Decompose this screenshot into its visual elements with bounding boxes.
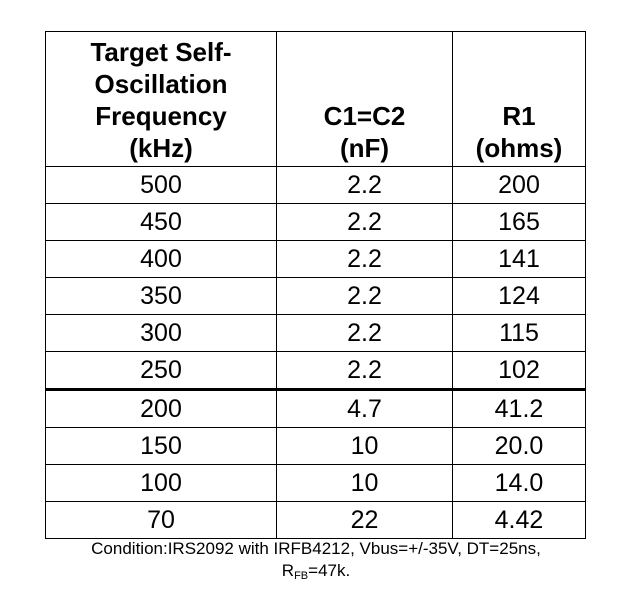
cell-capacitance: 2.2 [276,240,453,278]
cell-resistance: 141 [452,240,586,278]
table-row: 150 10 20.0 [45,427,586,465]
table-row: 500 2.2 200 [45,166,586,204]
table-row: 100 10 14.0 [45,464,586,502]
table-row: 200 4.7 41.2 [45,388,586,428]
cell-frequency: 150 [45,427,277,465]
cell-frequency: 70 [45,501,277,539]
header-line: Oscillation [94,69,228,99]
table-row: 300 2.2 115 [45,314,586,352]
table-row: 400 2.2 141 [45,240,586,278]
header-capacitance: C1=C2 (nF) [276,31,453,167]
table-row: 250 2.2 102 [45,351,586,390]
header-line: R1 [502,101,536,131]
cell-frequency: 300 [45,314,277,352]
table-caption: Condition:IRS2092 with IRFB4212, Vbus=+/… [0,538,632,587]
cell-frequency: 250 [45,351,277,390]
table-row: 70 22 4.42 [45,501,586,539]
header-resistance: R1 (ohms) [452,31,586,167]
cell-frequency: 500 [45,166,277,204]
rfb-subscript: FB [294,570,309,582]
cell-resistance: 102 [452,351,586,390]
cell-resistance: 124 [452,277,586,315]
cell-capacitance: 10 [276,427,453,465]
cell-resistance: 165 [452,203,586,241]
cell-frequency: 450 [45,203,277,241]
header-line: (ohms) [475,133,563,163]
cell-capacitance: 2.2 [276,314,453,352]
header-line: Target Self- [90,37,232,67]
cell-capacitance: 2.2 [276,277,453,315]
cell-resistance: 115 [452,314,586,352]
table-row: 450 2.2 165 [45,203,586,241]
caption-line-1: Condition:IRS2092 with IRFB4212, Vbus=+/… [91,539,541,558]
cell-resistance: 20.0 [452,427,586,465]
header-line: C1=C2 [323,101,406,131]
cell-capacitance: 10 [276,464,453,502]
cell-capacitance: 2.2 [276,166,453,204]
cell-capacitance: 4.7 [276,388,453,428]
cell-frequency: 200 [45,388,277,428]
header-frequency: Target Self- Oscillation Frequency (kHz) [45,31,277,167]
frequency-table: Target Self- Oscillation Frequency (kHz)… [45,31,586,539]
rfb-value: =47k. [308,561,351,580]
cell-resistance: 4.42 [452,501,586,539]
cell-capacitance: 2.2 [276,351,453,390]
cell-capacitance: 22 [276,501,453,539]
rfb-symbol: R [281,561,295,580]
cell-frequency: 100 [45,464,277,502]
header-row: Target Self- Oscillation Frequency (kHz)… [45,31,586,167]
cell-capacitance: 2.2 [276,203,453,241]
header-line: (kHz) [129,133,193,163]
cell-resistance: 41.2 [452,388,586,428]
cell-frequency: 400 [45,240,277,278]
cell-frequency: 350 [45,277,277,315]
table-row: 350 2.2 124 [45,277,586,315]
caption-line-2: RFB=47k. [0,560,632,587]
cell-resistance: 200 [452,166,586,204]
header-line: Frequency [95,101,227,131]
header-line: (nF) [339,133,390,163]
cell-resistance: 14.0 [452,464,586,502]
